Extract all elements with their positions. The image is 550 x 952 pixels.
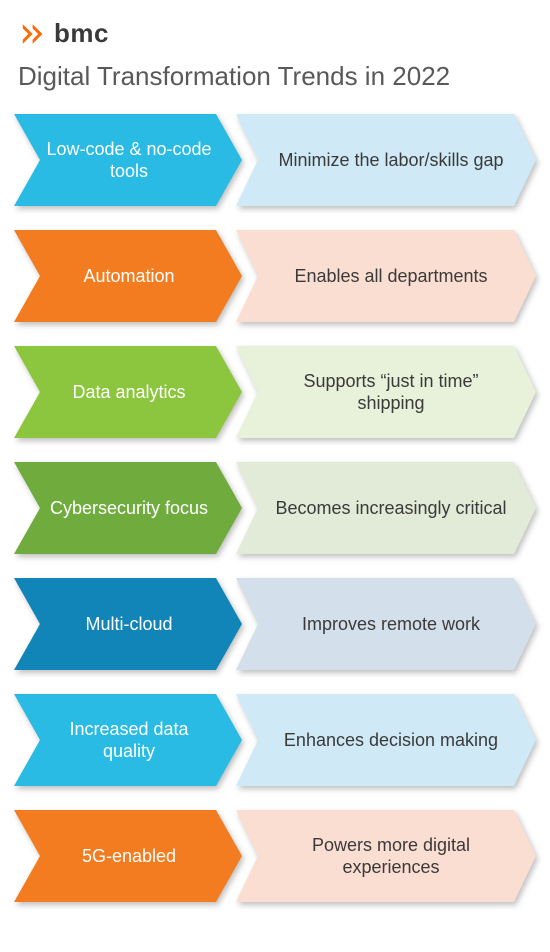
trend-label: Data analytics — [44, 381, 214, 404]
trend-desc-chevron: Becomes increasingly critical — [236, 462, 536, 554]
trend-row: Minimize the labor/skills gap Low-code & … — [14, 114, 536, 206]
page-title: Digital Transformation Trends in 2022 — [18, 61, 536, 92]
trend-row: Supports “just in time” shipping Data ana… — [14, 346, 536, 438]
trend-label: Multi-cloud — [44, 613, 214, 636]
trend-desc: Improves remote work — [272, 613, 510, 636]
trend-label: Automation — [44, 265, 214, 288]
trend-label: Low-code & no-code tools — [44, 138, 214, 183]
trend-desc-chevron: Improves remote work — [236, 578, 536, 670]
trend-desc: Becomes increasingly critical — [272, 497, 510, 520]
trend-desc: Powers more digital experiences — [272, 834, 510, 879]
bmc-logo-icon — [20, 20, 48, 48]
trend-desc: Enables all departments — [272, 265, 510, 288]
trend-label: 5G-enabled — [44, 845, 214, 868]
trend-label-chevron: Low-code & no-code tools — [14, 114, 242, 206]
trend-row: Improves remote work Multi-cloud — [14, 578, 536, 670]
trend-label-chevron: Multi-cloud — [14, 578, 242, 670]
trend-label-chevron: Increased data quality — [14, 694, 242, 786]
trend-desc-chevron: Enables all departments — [236, 230, 536, 322]
trend-desc-chevron: Minimize the labor/skills gap — [236, 114, 536, 206]
trend-label-chevron: Data analytics — [14, 346, 242, 438]
trend-row: Powers more digital experiences 5G-enable… — [14, 810, 536, 902]
trend-list: Minimize the labor/skills gap Low-code & … — [14, 114, 536, 902]
trend-label-chevron: Automation — [14, 230, 242, 322]
trend-desc: Enhances decision making — [272, 729, 510, 752]
trend-row: Enhances decision making Increased data q… — [14, 694, 536, 786]
brand-logo: bmc — [20, 18, 536, 49]
trend-label: Increased data quality — [44, 718, 214, 763]
trend-row: Becomes increasingly critical Cybersecuri… — [14, 462, 536, 554]
trend-row: Enables all departments Automation — [14, 230, 536, 322]
brand-name: bmc — [54, 18, 109, 49]
trend-desc-chevron: Powers more digital experiences — [236, 810, 536, 902]
trend-desc: Supports “just in time” shipping — [272, 370, 510, 415]
trend-label: Cybersecurity focus — [44, 497, 214, 520]
trend-desc: Minimize the labor/skills gap — [272, 149, 510, 172]
trend-desc-chevron: Enhances decision making — [236, 694, 536, 786]
trend-desc-chevron: Supports “just in time” shipping — [236, 346, 536, 438]
trend-label-chevron: 5G-enabled — [14, 810, 242, 902]
trend-label-chevron: Cybersecurity focus — [14, 462, 242, 554]
